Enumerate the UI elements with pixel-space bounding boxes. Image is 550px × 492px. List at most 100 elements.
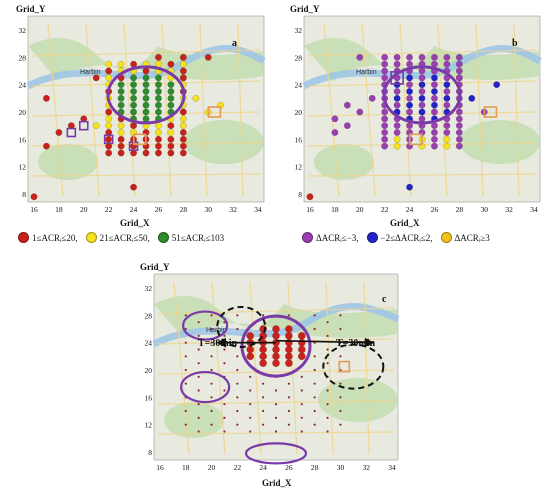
data-point — [406, 81, 413, 89]
data-point-small — [197, 321, 200, 324]
data-point-small — [184, 368, 187, 372]
x-tick-label: 22 — [105, 205, 113, 214]
y-tick-label: 16 — [145, 393, 153, 402]
data-point — [272, 325, 280, 333]
data-point — [443, 53, 451, 61]
highlight-ellipse — [180, 370, 231, 404]
highlight-square — [338, 360, 351, 373]
y-tick-label: 8 — [298, 190, 302, 199]
x-tick-label: 18 — [182, 463, 190, 472]
data-point — [167, 129, 175, 136]
data-point — [297, 352, 306, 361]
data-point — [431, 74, 438, 82]
data-point — [155, 74, 162, 82]
data-point — [297, 345, 306, 354]
data-point — [381, 135, 389, 143]
x-tick-label: 34 — [388, 463, 396, 472]
data-point — [155, 149, 162, 157]
x-tick-label: 30 — [204, 205, 212, 214]
y-tick-label: 32 — [295, 26, 303, 35]
data-point — [155, 135, 162, 143]
data-point-small — [313, 409, 316, 413]
legend-label: 21≤ACRᵢ≤50, — [99, 232, 150, 243]
x-tick-label: 18 — [55, 205, 63, 214]
data-point — [142, 101, 150, 109]
data-point — [105, 122, 113, 130]
data-point — [443, 88, 451, 95]
road — [475, 23, 484, 197]
data-point — [381, 142, 389, 150]
data-point — [105, 108, 113, 116]
data-point-small — [300, 416, 303, 419]
data-point — [443, 101, 451, 109]
data-point-small — [249, 430, 252, 433]
highlight-square — [207, 106, 222, 118]
yellow-dot-icon — [440, 232, 452, 243]
data-point — [455, 142, 463, 150]
data-point — [259, 345, 267, 354]
data-point — [455, 53, 463, 61]
x-tick-label: 22 — [381, 205, 389, 214]
data-point-small — [184, 409, 187, 413]
data-point — [443, 129, 451, 136]
x-tick-label: 28 — [311, 463, 319, 472]
park-area — [318, 378, 398, 422]
y-tick-label: 8 — [148, 448, 152, 457]
data-point-small — [223, 362, 226, 365]
y-tick-label: 28 — [145, 311, 153, 320]
x-tick-label: 28 — [180, 205, 188, 214]
data-point — [285, 359, 293, 367]
data-point — [331, 115, 339, 123]
data-point-small — [223, 403, 226, 406]
road — [361, 23, 376, 197]
data-point-small — [184, 423, 187, 426]
data-point-small — [313, 355, 316, 358]
travel-time-ellipse — [322, 343, 385, 390]
data-point-small — [326, 362, 329, 365]
y-tick-label: 32 — [19, 26, 27, 35]
data-point — [167, 149, 175, 157]
data-point — [142, 149, 150, 157]
data-point — [406, 53, 413, 61]
legend-item: ΔACRᵢ≥3 — [440, 232, 490, 243]
data-point-small — [223, 321, 226, 324]
data-point — [406, 108, 413, 116]
data-point — [179, 108, 187, 116]
data-point-small — [274, 403, 278, 406]
y-axis-label: Grid_Y — [290, 4, 320, 14]
data-point — [393, 122, 401, 130]
panel-letter-a: a — [232, 38, 237, 49]
data-point — [246, 345, 255, 354]
data-point — [92, 122, 100, 130]
data-point-small — [300, 389, 303, 392]
x-tick-label: 16 — [306, 205, 314, 214]
road — [199, 23, 208, 197]
map-layer: Harbin — [26, 15, 266, 203]
data-point — [179, 53, 187, 61]
annotation-t-left: T=30min — [198, 338, 238, 349]
data-point-small — [197, 334, 200, 337]
data-point — [192, 94, 200, 102]
data-point — [393, 88, 401, 95]
data-point — [272, 359, 280, 367]
road — [399, 23, 412, 197]
data-point — [418, 88, 426, 95]
data-point — [155, 88, 162, 95]
green-dot-icon — [157, 232, 169, 243]
road — [123, 23, 136, 197]
data-point — [167, 122, 175, 130]
data-point — [179, 129, 187, 136]
x-tick-label: 28 — [456, 205, 464, 214]
x-tick-label: 26 — [431, 205, 439, 214]
data-point — [155, 142, 162, 150]
data-point — [393, 142, 401, 150]
data-point — [285, 332, 293, 340]
city-label: Harbin — [206, 327, 227, 334]
data-point — [443, 60, 451, 68]
data-point-small — [300, 375, 303, 378]
road — [31, 173, 261, 177]
data-point — [130, 88, 137, 95]
park-area — [164, 402, 224, 438]
data-point — [155, 94, 162, 102]
data-point-small — [197, 403, 200, 406]
